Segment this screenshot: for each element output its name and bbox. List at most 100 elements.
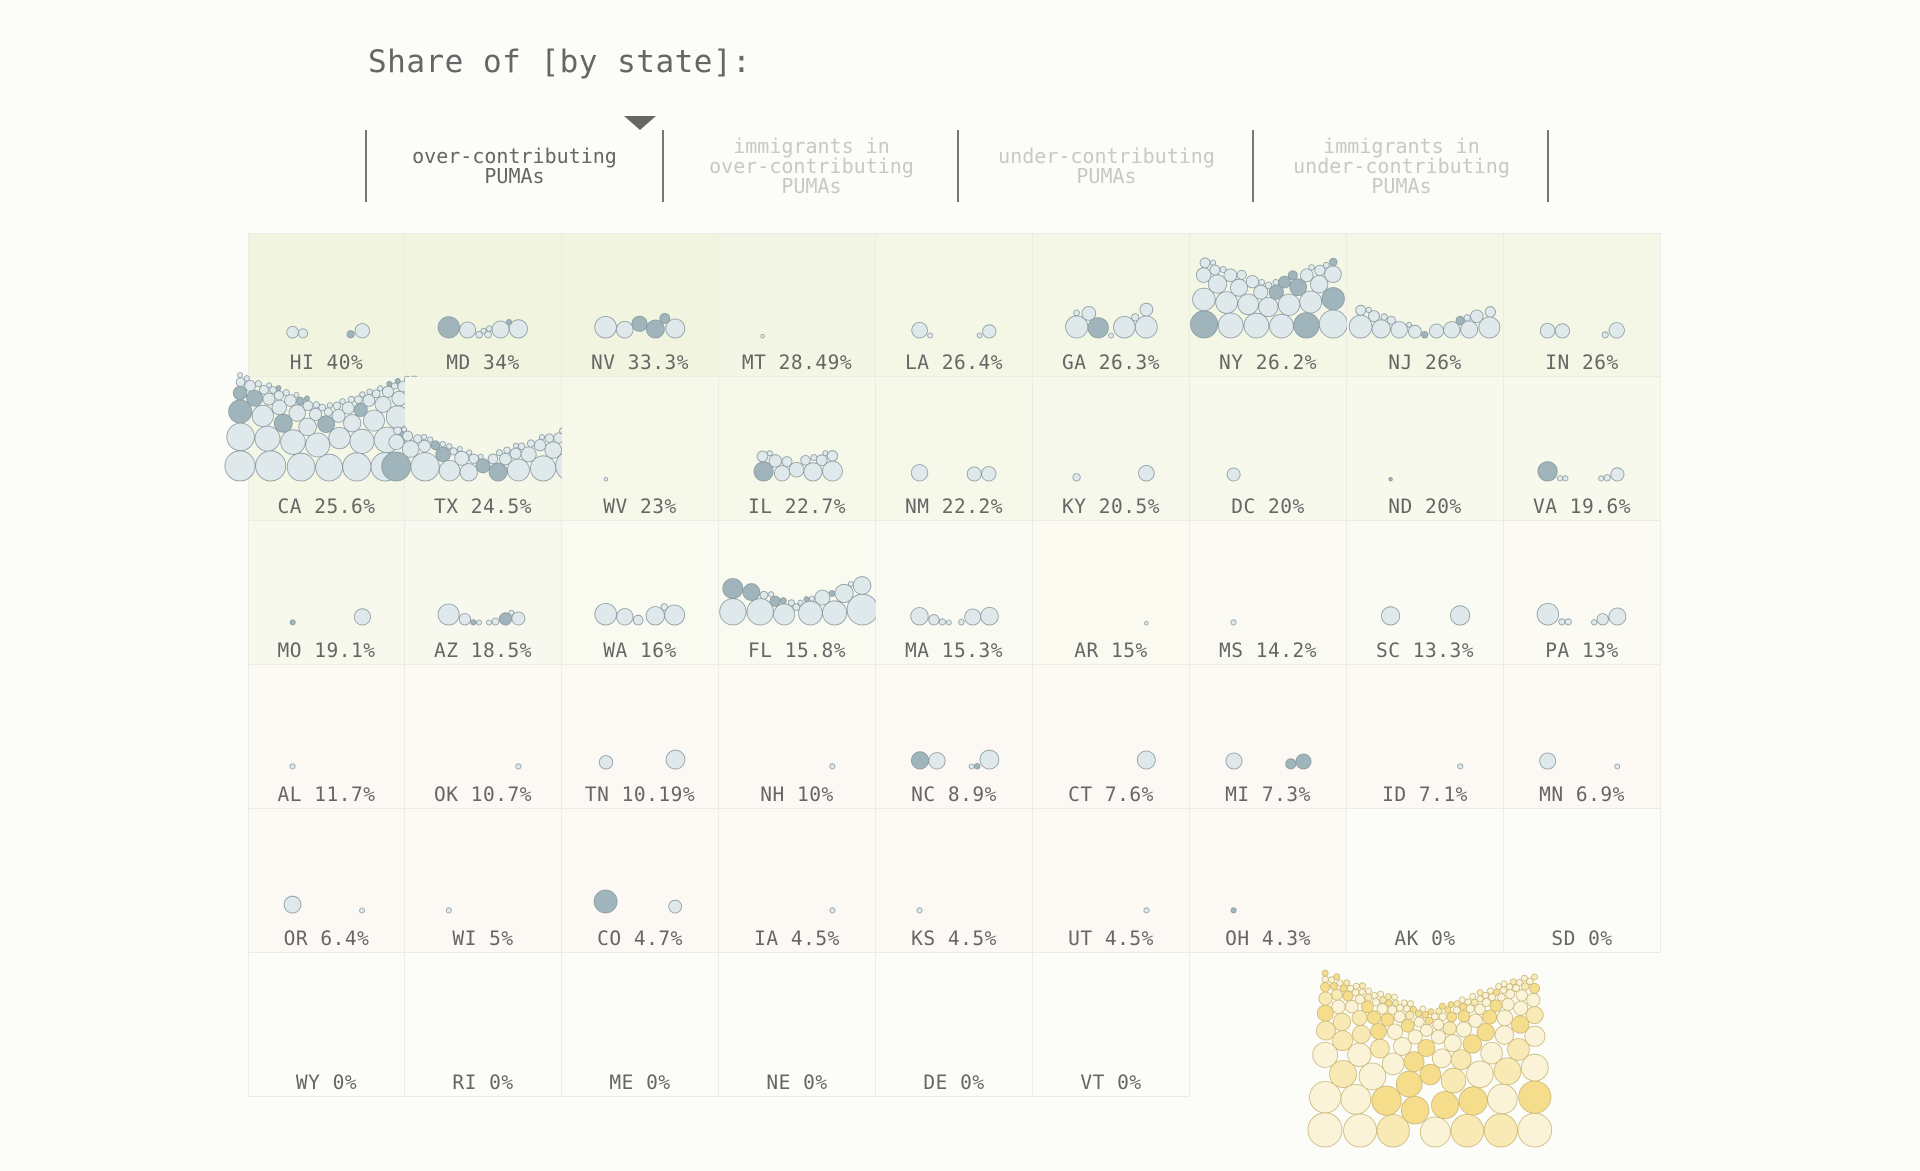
puma-bubble bbox=[456, 446, 463, 452]
state-cell-id[interactable]: ID 7.1% bbox=[1347, 665, 1504, 809]
puma-bubble bbox=[293, 391, 300, 398]
state-cell-la[interactable]: LA 26.4% bbox=[876, 233, 1033, 377]
state-cell-in[interactable]: IN 26% bbox=[1504, 233, 1661, 377]
puma-bubble bbox=[534, 439, 547, 452]
tab-over-contributing-pumas[interactable]: over-contributing PUMAs bbox=[412, 144, 617, 188]
puma-bubble bbox=[544, 441, 562, 459]
legend-bubble bbox=[1424, 1016, 1434, 1025]
state-cell-il[interactable]: IL 22.7% bbox=[719, 377, 876, 521]
state-label: NC 8.9% bbox=[911, 783, 997, 806]
state-cell-me[interactable]: ME 0% bbox=[562, 953, 719, 1097]
puma-bubble bbox=[1608, 607, 1627, 626]
puma-bubble bbox=[1564, 618, 1572, 626]
state-cell-or[interactable]: OR 6.4% bbox=[248, 809, 405, 953]
state-bubble-cluster bbox=[1136, 750, 1156, 770]
state-cell-sc[interactable]: SC 13.3% bbox=[1347, 521, 1504, 665]
state-cell-ca[interactable]: CA 25.6% bbox=[224, 372, 431, 521]
state-cell-ny[interactable]: NY 26.2% bbox=[1190, 233, 1348, 377]
puma-bubble bbox=[594, 602, 617, 626]
state-cell-de[interactable]: DE 0% bbox=[876, 953, 1033, 1097]
legend-bubble bbox=[1518, 1080, 1552, 1114]
puma-bubble bbox=[815, 454, 828, 466]
state-cell-ia[interactable]: IA 4.5% bbox=[719, 809, 876, 953]
state-cell-nd[interactable]: ND 20% bbox=[1347, 377, 1504, 521]
puma-bubble bbox=[1073, 309, 1080, 317]
state-cell-ri[interactable]: RI 0% bbox=[405, 953, 562, 1097]
state-cell-md[interactable]: MD 34% bbox=[405, 233, 562, 377]
state-cell-fl[interactable]: FL 15.8% bbox=[719, 521, 879, 665]
state-cell-al[interactable]: AL 11.7% bbox=[248, 665, 405, 809]
state-cell-mn[interactable]: MN 6.9% bbox=[1504, 665, 1661, 809]
state-cell-mt[interactable]: MT 28.49% bbox=[719, 233, 876, 377]
state-cell-wv[interactable]: WV 23% bbox=[562, 377, 719, 521]
state-cell-wi[interactable]: WI 5% bbox=[405, 809, 562, 953]
state-cell-hi[interactable]: HI 40% bbox=[248, 233, 405, 377]
puma-bubble bbox=[800, 455, 811, 466]
puma-bubble bbox=[1318, 309, 1348, 339]
puma-bubble bbox=[288, 404, 306, 422]
state-cell-nh[interactable]: NH 10% bbox=[719, 665, 876, 809]
state-cell-sd[interactable]: SD 0% bbox=[1504, 809, 1661, 953]
state-cell-ma[interactable]: MA 15.3% bbox=[876, 521, 1033, 665]
state-cell-ut[interactable]: UT 4.5% bbox=[1033, 809, 1190, 953]
puma-bubble bbox=[787, 599, 795, 607]
state-cell-ar[interactable]: AR 15% bbox=[1033, 521, 1190, 665]
state-cell-mo[interactable]: MO 19.1% bbox=[248, 521, 405, 665]
state-cell-ak[interactable]: AK 0% bbox=[1347, 809, 1504, 953]
puma-bubble bbox=[660, 603, 668, 611]
legend-bubble bbox=[1492, 988, 1500, 996]
state-cell-ga[interactable]: GA 26.3% bbox=[1033, 233, 1190, 377]
puma-bubble bbox=[485, 325, 493, 332]
state-label: VA 19.6% bbox=[1533, 495, 1631, 518]
state-cell-oh[interactable]: OH 4.3% bbox=[1190, 809, 1347, 953]
state-cell-vt[interactable]: VT 0% bbox=[1033, 953, 1190, 1097]
state-cell-wy[interactable]: WY 0% bbox=[248, 953, 405, 1097]
state-cell-dc[interactable]: DC 20% bbox=[1190, 377, 1347, 521]
state-cell-ky[interactable]: KY 20.5% bbox=[1033, 377, 1190, 521]
state-label: KY 20.5% bbox=[1062, 495, 1160, 518]
state-cell-tx[interactable]: TX 24.5% bbox=[381, 377, 587, 521]
legend-bubble bbox=[1347, 1042, 1372, 1067]
state-cell-ok[interactable]: OK 10.7% bbox=[405, 665, 562, 809]
state-cell-az[interactable]: AZ 18.5% bbox=[405, 521, 562, 665]
state-cell-wa[interactable]: WA 16% bbox=[562, 521, 719, 665]
puma-bubble bbox=[509, 447, 522, 460]
state-cell-ct[interactable]: CT 7.6% bbox=[1033, 665, 1190, 809]
puma-bubble bbox=[1314, 264, 1326, 276]
legend-bubble bbox=[1483, 1113, 1518, 1148]
puma-bubble bbox=[280, 429, 306, 455]
state-cell-co[interactable]: CO 4.7% bbox=[562, 809, 719, 953]
puma-bubble bbox=[363, 409, 385, 432]
state-label: MD 34% bbox=[446, 351, 520, 374]
puma-bubble bbox=[980, 606, 999, 626]
state-cell-nj[interactable]: NJ 26% bbox=[1347, 233, 1504, 377]
state-cell-pa[interactable]: PA 13% bbox=[1504, 521, 1661, 665]
state-cell-ms[interactable]: MS 14.2% bbox=[1190, 521, 1347, 665]
puma-bubble bbox=[1230, 278, 1248, 297]
puma-bubble bbox=[1264, 281, 1273, 289]
tab-immigrants-in-over-contributing-pumas[interactable]: immigrants in over-contributing PUMAs bbox=[709, 134, 914, 198]
tab-immigrants-in-under-contributing-pumas[interactable]: immigrants in under-contributing PUMAs bbox=[1293, 134, 1510, 198]
state-cell-ks[interactable]: KS 4.5% bbox=[876, 809, 1033, 953]
puma-bubble bbox=[224, 450, 256, 482]
tab-under-contributing-pumas[interactable]: under-contributing PUMAs bbox=[998, 144, 1215, 188]
state-cell-nm[interactable]: NM 22.2% bbox=[876, 377, 1033, 521]
legend-bubble bbox=[1409, 1005, 1417, 1013]
state-bubble-cluster bbox=[437, 603, 526, 626]
puma-bubble bbox=[928, 614, 940, 626]
state-cell-va[interactable]: VA 19.6% bbox=[1504, 377, 1661, 521]
legend-bubble bbox=[1329, 982, 1338, 991]
state-cell-nv[interactable]: NV 33.3% bbox=[562, 233, 719, 377]
legend-bubble bbox=[1521, 1053, 1549, 1082]
state-cell-tn[interactable]: TN 10.19% bbox=[562, 665, 719, 809]
puma-bubble bbox=[1556, 475, 1564, 482]
puma-bubble bbox=[1287, 270, 1298, 281]
puma-bubble bbox=[1368, 310, 1380, 322]
puma-bubble bbox=[1295, 753, 1312, 770]
legend-bubble bbox=[1465, 1004, 1475, 1014]
legend-bubble bbox=[1495, 983, 1503, 990]
state-cell-ne[interactable]: NE 0% bbox=[719, 953, 876, 1097]
state-cell-nc[interactable]: NC 8.9% bbox=[876, 665, 1033, 809]
puma-bubble bbox=[911, 321, 928, 339]
state-cell-mi[interactable]: MI 7.3% bbox=[1190, 665, 1347, 809]
